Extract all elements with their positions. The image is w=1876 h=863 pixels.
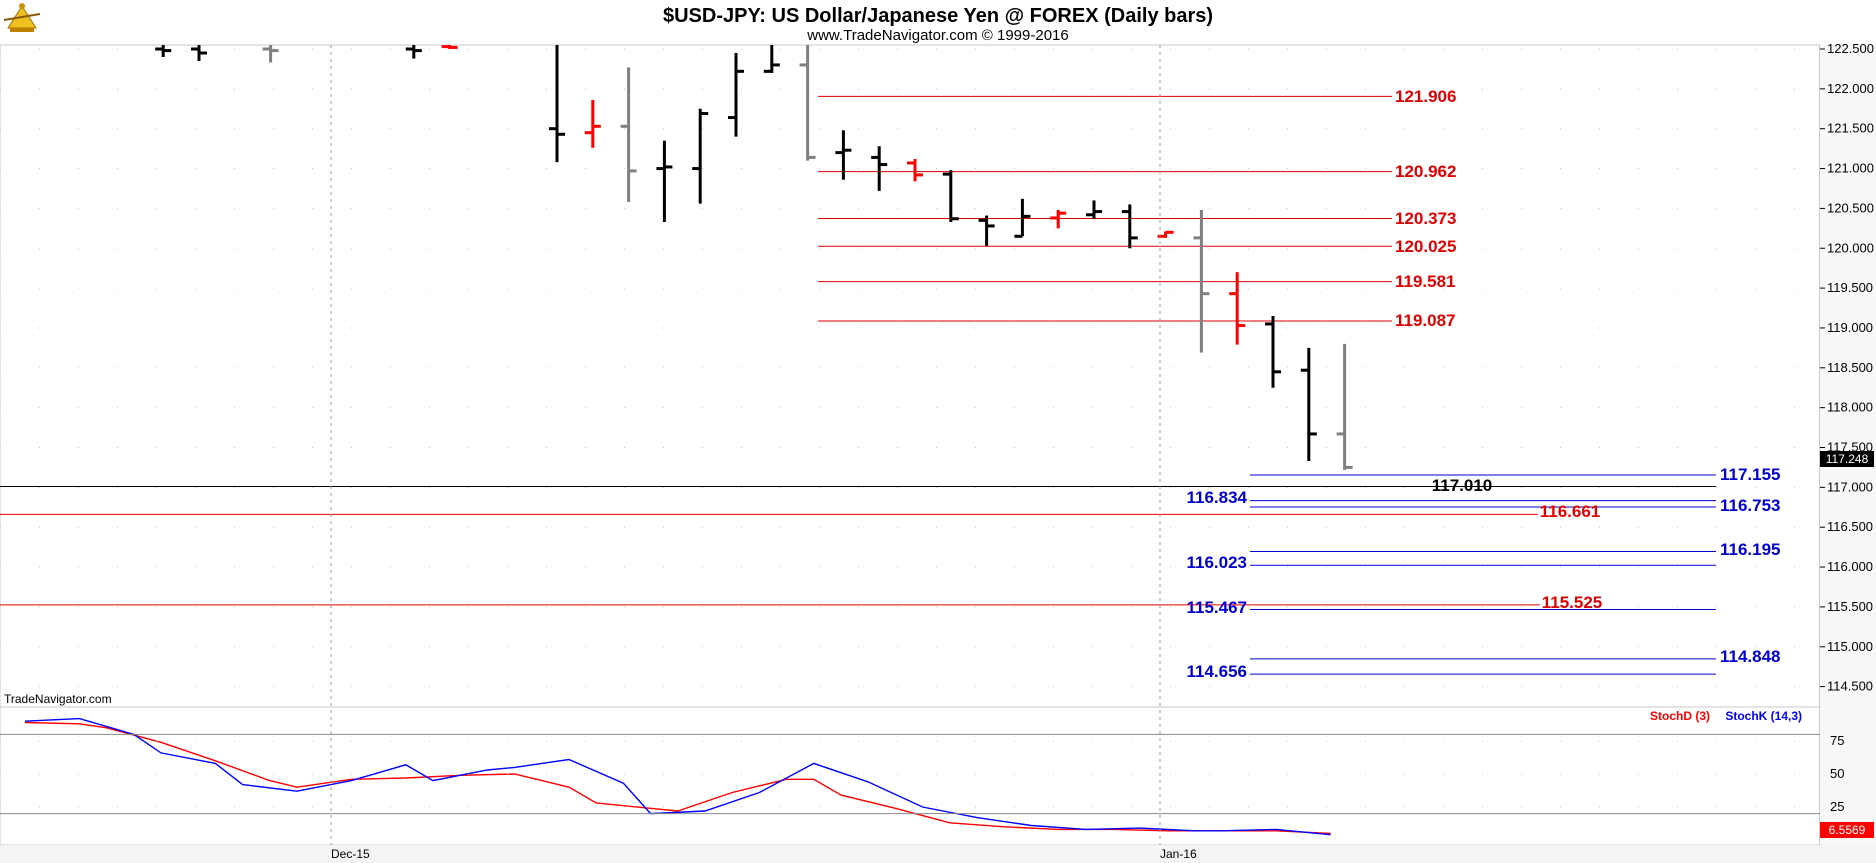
last-price-tag: [1820, 451, 1874, 467]
price-y-tick-label: 116.500: [1827, 519, 1873, 534]
price-y-tick-label: 117.000: [1827, 479, 1873, 494]
y-axis-strip: [1820, 45, 1876, 845]
price-y-tick-label: 122.000: [1827, 81, 1874, 96]
x-label-dec: Dec-15: [331, 847, 370, 861]
ohlc-bar: [1229, 272, 1246, 345]
level-label: 114.656: [1186, 662, 1247, 681]
ohlc-bar: [1014, 198, 1031, 238]
last-stoch-label: 6.5569: [1829, 823, 1866, 837]
ohlc-bar: [763, 45, 780, 73]
price-y-tick-label: 120.500: [1827, 200, 1874, 215]
ohlc-bar: [1193, 209, 1210, 353]
stochastic-y-axis: 75 50 25: [0, 733, 1844, 815]
trade-navigator-logo-icon: [3, 3, 41, 32]
stoch-series-line: [24, 717, 1331, 836]
ohlc-bar: [262, 45, 279, 63]
legend-stochd: StochD (3): [1650, 709, 1710, 723]
price-y-tick-label: 120.000: [1827, 240, 1874, 255]
legend-stochk: StochK (14,3): [1725, 709, 1802, 723]
stochastic-lines: [24, 717, 1331, 836]
ohlc-bar: [728, 52, 744, 137]
price-y-tick-label: 119.500: [1827, 280, 1873, 295]
price-y-tick-label: 119.000: [1827, 320, 1873, 335]
ohlc-bar: [549, 45, 565, 163]
ohlc-bar: [656, 140, 673, 222]
price-y-tick-label: 121.500: [1827, 121, 1874, 136]
price-y-tick-label: 122.500: [1827, 41, 1874, 56]
stoch-y-tick-label: 50: [1830, 766, 1844, 781]
price-y-tick-label: 117.500: [1827, 440, 1873, 455]
ohlc-bar: [1157, 230, 1174, 238]
ohlc-bar: [835, 130, 852, 180]
level-label: 115.525: [1542, 593, 1603, 612]
price-panel: [0, 44, 1821, 708]
ohlc-bar: [942, 170, 959, 222]
level-label: 116.195: [1720, 540, 1781, 559]
chart-subtitle: www.TradeNavigator.com © 1999-2016: [806, 27, 1068, 44]
ohlc-bar: [620, 67, 637, 203]
level-label: 120.373: [1395, 209, 1456, 228]
ohlc-bar: [1336, 343, 1353, 470]
price-y-tick-label: 116.000: [1827, 559, 1873, 574]
ohlc-bar: [871, 146, 888, 191]
ohlc-bar: [799, 45, 816, 161]
price-bars: [155, 45, 1353, 470]
ohlc-bar: [1265, 315, 1281, 388]
chart-title: $USD-JPY: US Dollar/Japanese Yen @ FOREX…: [663, 5, 1213, 27]
level-label: 114.848: [1720, 647, 1781, 666]
price-y-tick-label: 118.000: [1827, 400, 1873, 415]
x-label-jan: Jan-16: [1160, 847, 1197, 861]
ohlc-bar: [1086, 200, 1102, 219]
x-axis-strip: [0, 845, 1876, 863]
level-label: 121.906: [1395, 87, 1456, 106]
ohlc-bar: [1300, 347, 1317, 462]
last-price-label: 117.248: [1826, 452, 1869, 466]
stochastic-panel: [0, 706, 1821, 846]
level-label: 117.010: [1432, 476, 1493, 495]
watermark: TradeNavigator.com: [4, 692, 112, 706]
ohlc-bar: [1050, 209, 1067, 229]
level-label: 120.025: [1395, 237, 1456, 256]
stoch-y-tick-label: 25: [1830, 799, 1844, 814]
ohlc-bar: [155, 45, 172, 57]
price-y-tick-label: 121.000: [1827, 161, 1874, 176]
level-label: 120.962: [1395, 162, 1456, 181]
last-stoch-tag: [1820, 822, 1874, 838]
ohlc-bar: [405, 45, 422, 59]
support-resistance-levels: 121.906 120.962 120.373 120.025 119.581 119.0…: [0, 87, 1781, 681]
ohlc-bar: [692, 108, 709, 204]
ohlc-bar: [978, 215, 995, 246]
level-label: 117.155: [1720, 465, 1781, 484]
price-y-tick-label: 115.000: [1827, 639, 1873, 654]
level-label: 116.834: [1186, 488, 1247, 507]
price-y-tick-label: 118.500: [1827, 360, 1873, 375]
ohlc-bar: [441, 45, 458, 49]
ohlc-bar: [1121, 204, 1138, 249]
price-y-tick-label: 114.500: [1827, 679, 1873, 694]
price-y-axis: 122.500 122.000 121.500 121.000 120.500 120.0…: [1820, 41, 1874, 694]
level-label: 116.661: [1540, 502, 1601, 521]
stoch-y-tick-label: 75: [1830, 733, 1844, 748]
level-label: 116.753: [1720, 496, 1781, 515]
level-label: 116.023: [1186, 553, 1247, 572]
price-y-tick-label: 115.500: [1827, 599, 1873, 614]
level-label: 115.467: [1186, 598, 1247, 617]
ohlc-bar: [191, 45, 207, 61]
level-label: 119.087: [1395, 311, 1456, 330]
ohlc-bar: [907, 158, 923, 182]
level-label: 119.581: [1395, 272, 1456, 291]
ohlc-bar: [584, 100, 601, 148]
